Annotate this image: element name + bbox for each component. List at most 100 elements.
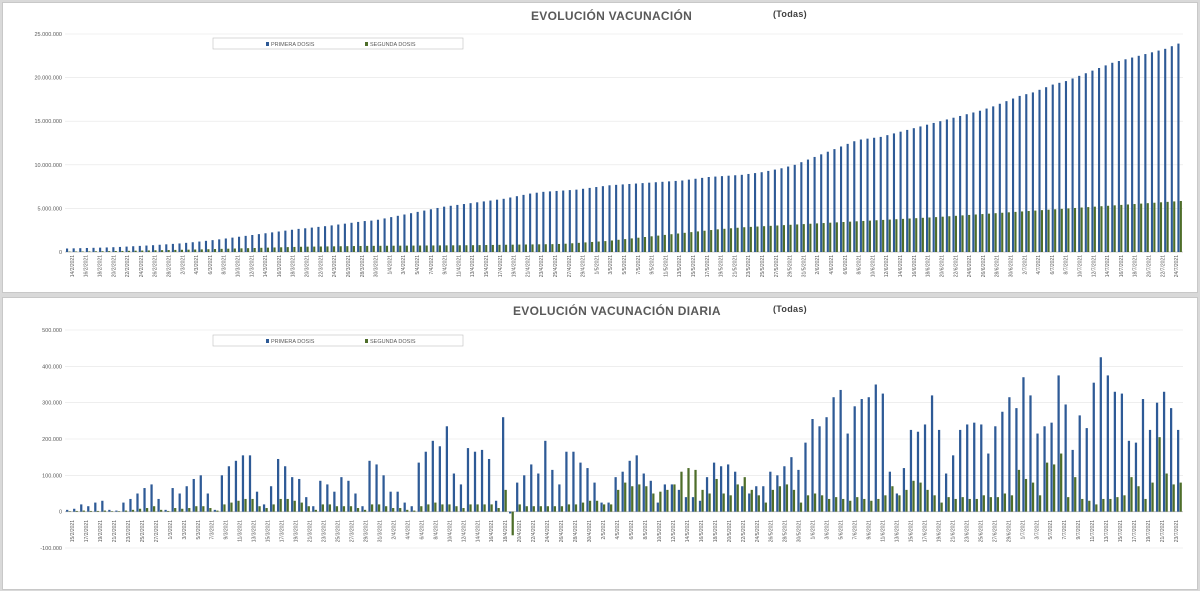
primera-dosis-bar [206, 493, 209, 512]
primera-dosis-bar [572, 451, 575, 512]
primera-dosis-bar [588, 187, 591, 252]
segunda-dosis-bar [385, 506, 388, 512]
segunda-dosis-bar [1080, 207, 1083, 252]
x-tick-label: 11/5/2021 [663, 255, 669, 277]
primera-dosis-bar [707, 177, 710, 252]
primera-dosis-bar [1078, 75, 1081, 252]
segunda-dosis-bar [406, 509, 409, 512]
primera-dosis-bar [846, 433, 849, 512]
x-tick-label: 13/3/2021 [252, 520, 258, 542]
primera-dosis-bar [118, 246, 122, 252]
segunda-dosis-bar [299, 246, 303, 252]
x-tick-label: 24/2/2021 [139, 255, 145, 277]
segunda-dosis-bar [174, 249, 177, 252]
x-tick-label: 17/4/2021 [498, 255, 504, 277]
segunda-dosis-bar [223, 504, 226, 512]
primera-dosis-bar [608, 185, 611, 252]
primera-dosis-bar [1150, 52, 1154, 253]
segunda-dosis-bar [756, 226, 759, 252]
x-tick-label: 2/7/2021 [1022, 255, 1028, 275]
segunda-dosis-bar [188, 508, 191, 512]
primera-dosis-bar [839, 389, 842, 512]
x-tick-label: 8/5/2021 [643, 520, 649, 540]
primera-dosis-bar [1015, 408, 1018, 512]
segunda-dosis-bar [103, 510, 107, 512]
segunda-dosis-bar [321, 504, 324, 512]
x-tick-label: 19/4/2021 [512, 255, 518, 277]
segunda-dosis-bar [491, 244, 494, 252]
y-tick-label: 5.000.000 [38, 206, 62, 212]
segunda-dosis-bar [328, 504, 332, 512]
x-tick-label: 16/4/2021 [489, 520, 495, 542]
chart-title: EVOLUCIÓN VACUNACIÓN [531, 9, 693, 23]
x-tick-label: 5/4/2021 [415, 255, 421, 275]
primera-dosis-bar [906, 129, 909, 252]
primera-dosis-bar [178, 493, 181, 512]
primera-dosis-bar [429, 209, 432, 252]
filter-label[interactable]: (Todas) [773, 9, 807, 19]
primera-dosis-bar [530, 464, 533, 512]
primera-dosis-bar [895, 493, 899, 512]
primera-dosis-bar [694, 178, 697, 252]
primera-dosis-bar [562, 190, 565, 252]
segunda-dosis-bar [434, 502, 437, 512]
primera-dosis-bar [452, 473, 456, 512]
x-tick-label: 29/5/2021 [788, 255, 794, 277]
primera-dosis-bar [677, 489, 681, 512]
x-tick-label: 26/4/2021 [559, 520, 565, 542]
primera-dosis-bar [656, 502, 659, 512]
primera-dosis-bar [888, 471, 891, 512]
segunda-dosis-bar [901, 218, 905, 252]
x-tick-label: 30/5/2021 [797, 520, 803, 542]
segunda-dosis-bar [399, 508, 402, 512]
primera-dosis-bar [80, 504, 83, 512]
segunda-dosis-bar [1010, 495, 1014, 512]
x-tick-label: 7/7/2021 [1062, 520, 1068, 540]
legend-swatch-primera [266, 42, 269, 46]
primera-dosis-bar [1117, 61, 1120, 253]
filter-label[interactable]: (Todas) [773, 304, 807, 314]
primera-dosis-bar [800, 162, 803, 252]
primera-dosis-bar [171, 488, 174, 512]
primera-dosis-bar [601, 186, 604, 252]
segunda-dosis-bar [94, 251, 97, 252]
segunda-dosis-bar [835, 222, 838, 252]
segunda-dosis-bar [462, 508, 465, 512]
segunda-dosis-bar [815, 223, 819, 252]
primera-dosis-bar [509, 197, 512, 252]
x-tick-label: 27/3/2021 [349, 520, 355, 542]
primera-dosis-bar [72, 248, 75, 252]
primera-dosis-bar [826, 151, 829, 252]
primera-dosis-bar [727, 175, 730, 252]
primera-dosis-bar [581, 188, 585, 252]
segunda-dosis-bar [1179, 482, 1182, 512]
segunda-dosis-bar [1017, 469, 1021, 512]
segunda-dosis-bar [326, 246, 329, 252]
segunda-dosis-bar [604, 241, 607, 252]
x-tick-label: 1/7/2021 [1020, 520, 1026, 540]
segunda-dosis-bar [617, 239, 620, 252]
x-tick-label: 28/6/2021 [995, 255, 1001, 277]
primera-dosis-bar [192, 478, 195, 512]
x-tick-label: 10/3/2021 [236, 255, 242, 277]
primera-dosis-bar [390, 217, 393, 252]
segunda-dosis-bar [458, 245, 461, 252]
primera-dosis-bar [1164, 48, 1167, 252]
primera-dosis-bar [340, 477, 343, 512]
primera-dosis-bar [136, 493, 139, 512]
segunda-dosis-bar [207, 249, 210, 252]
primera-dosis-bar [600, 502, 603, 512]
primera-dosis-bar [529, 193, 532, 252]
segunda-dosis-bar [127, 250, 131, 252]
primera-dosis-bar [456, 204, 459, 252]
x-tick-label: 15/2/2021 [70, 520, 76, 542]
x-tick-label: 12/6/2021 [884, 255, 890, 277]
primera-dosis-bar [178, 243, 181, 252]
primera-dosis-bar [972, 112, 975, 252]
segunda-dosis-bar [359, 245, 362, 252]
segunda-dosis-bar [757, 495, 760, 512]
segunda-dosis-bar [180, 249, 183, 252]
x-tick-label: 1/4/2021 [387, 255, 393, 275]
segunda-dosis-bar [1158, 437, 1161, 512]
primera-dosis-bar [1038, 89, 1041, 252]
